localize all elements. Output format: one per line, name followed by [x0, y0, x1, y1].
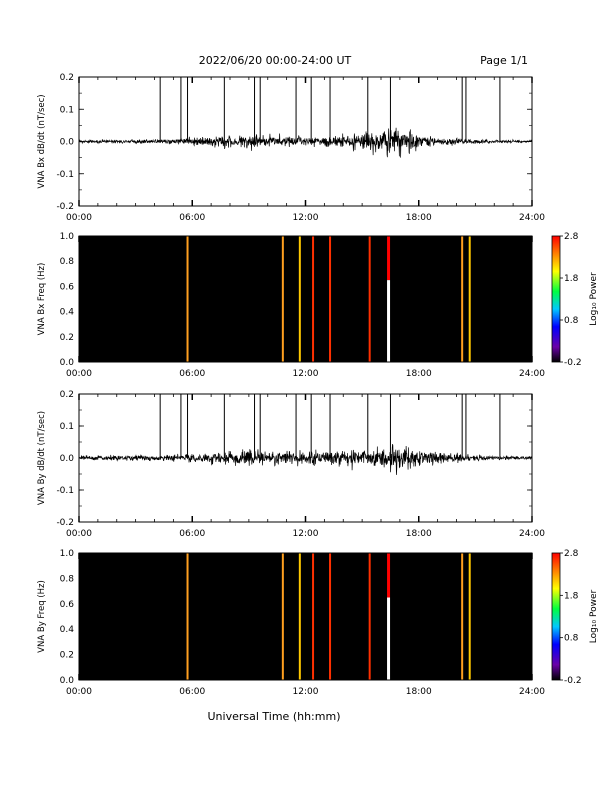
x-tick-label: 18:00 [406, 213, 432, 223]
y-tick-label: 0.8 [60, 574, 75, 584]
y-tick-label: 0.2 [60, 651, 74, 661]
y-tick-label: 0.6 [60, 282, 75, 292]
panel-by-timeseries: 00:00 06:00 12:00 18:00 24:00 -0.2 -0.1 0.0 0.1 0… [37, 390, 545, 539]
x-tick-label: 18:00 [406, 369, 432, 379]
spectrogram-background [79, 553, 532, 680]
page-title: 2022/06/20 00:00-24:00 UT [199, 54, 352, 67]
y-tick-label: 0.0 [60, 676, 75, 686]
y-tick-label: 0.1 [60, 105, 74, 115]
spectrogram-background [79, 236, 532, 362]
colorbar-label: Log₁₀ Power [589, 590, 599, 644]
panel-bx-timeseries: 00:00 06:00 12:00 18:00 24:00 -0.2 -0.1 0.0 0.1 0… [37, 73, 545, 223]
page-number: Page 1/1 [480, 54, 528, 67]
x-tick-label: 00:00 [66, 369, 92, 379]
y-tick-label: -0.2 [56, 202, 74, 212]
x-tick-label: 06:00 [179, 529, 205, 539]
x-tick-label: 24:00 [519, 687, 545, 697]
x-tick-label: 06:00 [179, 213, 205, 223]
y-axis-label: VNA By dB/dt (nT/sec) [37, 411, 47, 505]
y-tick-label: 0.0 [60, 138, 75, 148]
x-tick-label: 00:00 [66, 213, 92, 223]
y-tick-label: 0.8 [60, 257, 75, 267]
x-tick-label: 12:00 [293, 529, 319, 539]
y-tick-label: 0.2 [60, 390, 74, 400]
y-axis-label: VNA By Freq (Hz) [37, 580, 47, 653]
x-tick-label: 00:00 [66, 529, 92, 539]
colorbar-tick-label: -0.2 [564, 358, 582, 368]
panel-bx-spectrogram: 2.8 1.8 0.8 -0.2 Log₁₀ Power 00:00 06:00 12:00 1… [37, 232, 599, 379]
y-axis-label: VNA Bx Freq (Hz) [37, 263, 47, 336]
series-trace [78, 444, 533, 475]
x-tick-label: 00:00 [66, 687, 92, 697]
colorbar-tick-label: 2.8 [564, 232, 579, 242]
colorbar-tick-label: -0.2 [564, 676, 582, 686]
y-tick-label: 0.2 [60, 73, 74, 83]
x-tick-label: 12:00 [293, 213, 319, 223]
colorbar-tick-label: 0.8 [564, 316, 579, 326]
panels: 00:00 06:00 12:00 18:00 24:00 -0.2 -0.1 0.0 0.1 0… [37, 73, 599, 697]
y-tick-label: 0.1 [60, 422, 74, 432]
x-tick-label: 12:00 [293, 369, 319, 379]
y-tick-label: 0.2 [60, 333, 74, 343]
y-tick-label: 1.0 [60, 549, 75, 559]
y-axis-label: VNA Bx dB/dt (nT/sec) [37, 94, 47, 188]
series-trace [78, 127, 533, 158]
y-tick-label: 0.6 [60, 600, 75, 610]
colorbar-tick-label: 1.8 [564, 591, 579, 601]
colorbar-tick-label: 0.8 [564, 634, 579, 644]
colorbar-tick-label: 2.8 [564, 549, 579, 559]
x-axis-title: Universal Time (hh:mm) [208, 710, 341, 723]
y-tick-label: -0.2 [56, 518, 74, 528]
y-tick-label: 1.0 [60, 232, 75, 242]
colorbar [551, 552, 561, 681]
colorbar-tick-label: 1.8 [564, 274, 579, 284]
x-tick-label: 18:00 [406, 529, 432, 539]
x-tick-label: 24:00 [519, 529, 545, 539]
y-tick-label: -0.1 [56, 486, 74, 496]
x-tick-label: 12:00 [293, 687, 319, 697]
panel-by-spectrogram: 2.8 1.8 0.8 -0.2 Log₁₀ Power 00:00 06:00 12:00 1… [37, 549, 599, 697]
y-tick-label: -0.1 [56, 170, 74, 180]
colorbar [551, 235, 561, 363]
y-tick-label: 0.4 [60, 308, 75, 318]
x-tick-label: 24:00 [519, 213, 545, 223]
y-tick-label: 0.4 [60, 625, 75, 635]
y-tick-label: 0.0 [60, 358, 75, 368]
y-tick-label: 0.0 [60, 454, 75, 464]
x-tick-label: 18:00 [406, 687, 432, 697]
x-tick-label: 06:00 [179, 369, 205, 379]
colorbar-label: Log₁₀ Power [589, 272, 599, 326]
x-tick-label: 24:00 [519, 369, 545, 379]
x-tick-label: 06:00 [179, 687, 205, 697]
